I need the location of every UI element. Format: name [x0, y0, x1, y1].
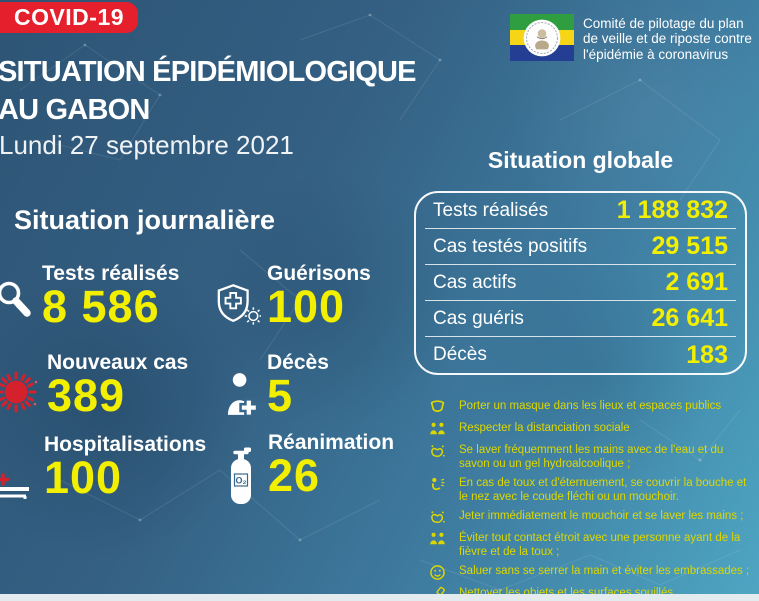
stat-value: 26 — [268, 450, 321, 501]
svg-text:O₂: O₂ — [236, 476, 247, 486]
hand-washing-icon — [431, 511, 445, 524]
stat-hospitalisations: Hospitalisations 100 — [0, 433, 207, 503]
avoid-contact-icon — [430, 532, 445, 545]
stat-guerisons: Guérisons 100 — [215, 262, 371, 332]
stat-label: Tests réalisés — [42, 262, 180, 285]
stat-label: Décès — [267, 351, 329, 374]
row-label: Décès — [433, 344, 487, 365]
shield-cross-virus-icon — [217, 284, 261, 325]
stat-deces: Décès 5 — [226, 351, 329, 421]
hospital-bed-icon — [0, 473, 29, 499]
stat-label: Hospitalisations — [44, 433, 207, 456]
global-section-heading: Situation globale — [487, 147, 674, 173]
social-distancing-icon — [430, 422, 445, 435]
table-row: Décès 183 — [425, 337, 736, 373]
stat-label: Réanimation — [268, 431, 395, 454]
list-item: Éviter tout contact étroit avec une pers… — [429, 531, 756, 559]
page-title: SITUATION ÉPIDÉMIOLOGIQUE AU GABON — [0, 53, 417, 129]
bottom-strip — [0, 594, 759, 601]
oxygen-tank-icon: O₂ — [231, 447, 251, 504]
row-value: 2 691 — [665, 268, 728, 296]
daily-section-heading: Situation journalière — [14, 205, 276, 235]
list-item: Porter un masque dans les lieux et espac… — [429, 399, 756, 416]
committee-name: Comité de pilotage du plan de veille et … — [583, 14, 752, 62]
committee-block: Comité de pilotage du plan de veille et … — [510, 14, 752, 62]
cough-elbow-icon — [432, 477, 445, 491]
committee-name-line1: Comité de pilotage du plan — [583, 16, 744, 31]
gabon-flag-logo — [510, 14, 574, 61]
advice-text: Jeter immédiatement le mouchoir et se la… — [459, 510, 744, 522]
advice-text: Éviter tout contact étroit avec une pers… — [459, 532, 741, 558]
advice-text: Se laver fréquemment les mains avec de l… — [459, 444, 724, 470]
list-item: Jeter immédiatement le mouchoir et se la… — [429, 509, 756, 526]
covid-19-badge: COVID-19 — [0, 2, 138, 33]
stat-value: 100 — [44, 452, 123, 503]
stat-value: 5 — [267, 370, 294, 421]
row-value: 29 515 — [651, 232, 728, 260]
table-row: Cas guéris 26 641 — [425, 301, 736, 337]
global-stats-table: Tests réalisés 1 188 832 Cas testés posi… — [414, 191, 747, 375]
covid-19-badge-label: COVID-19 — [13, 4, 125, 30]
stat-tests-realises: Tests réalisés 8 586 — [0, 262, 180, 332]
stat-label: Guérisons — [267, 262, 371, 285]
row-label: Tests réalisés — [433, 199, 549, 221]
stat-nouveaux-cas: Nouveaux cas 389 — [0, 351, 189, 421]
list-item: Respecter la distanciation sociale — [429, 421, 756, 438]
stat-value: 8 586 — [42, 281, 160, 332]
advice-text: Respecter la distanciation sociale — [459, 422, 630, 434]
row-label: Cas testés positifs — [433, 235, 588, 257]
magnifier-icon — [0, 281, 31, 317]
deceased-person-icon — [227, 373, 259, 416]
advice-text: Porter un masque dans les lieux et espac… — [459, 400, 722, 412]
advice-text: En cas de toux et d'éternuement, se couv… — [459, 477, 747, 503]
row-value: 183 — [686, 340, 728, 369]
virus-icon — [0, 371, 38, 413]
page-title-line1: SITUATION ÉPIDÉMIOLOGIQUE — [0, 56, 417, 88]
list-item: Saluer sans se serrer la main et éviter … — [429, 564, 756, 581]
committee-name-line3: l'épidémie à coronavirus — [583, 46, 729, 62]
mask-icon — [430, 400, 445, 412]
advice-text: Saluer sans se serrer la main et éviter … — [459, 565, 750, 577]
stat-reanimation: O₂ Réanimation 26 — [228, 431, 395, 504]
committee-name-line2: de veille et de riposte contre — [583, 31, 752, 47]
hand-washing-icon — [431, 445, 445, 458]
greeting-icon — [430, 565, 445, 580]
stat-label: Nouveaux cas — [47, 351, 189, 374]
stat-value: 389 — [47, 370, 126, 421]
table-row: Tests réalisés 1 188 832 — [425, 193, 736, 229]
stat-value: 100 — [267, 281, 346, 332]
list-item: En cas de toux et d'éternuement, se couv… — [429, 476, 756, 504]
table-row: Cas testés positifs 29 515 — [425, 229, 736, 265]
republic-seal-icon — [523, 19, 561, 57]
row-label: Cas actifs — [433, 271, 517, 293]
prevention-advice-list: Porter un masque dans les lieux et espac… — [429, 399, 756, 601]
row-label: Cas guéris — [433, 307, 524, 329]
row-value: 26 641 — [651, 304, 728, 332]
list-item: Se laver fréquemment les mains avec de l… — [429, 443, 756, 471]
table-row: Cas actifs 2 691 — [425, 265, 736, 301]
report-date: Lundi 27 septembre 2021 — [0, 130, 294, 160]
row-value: 1 188 832 — [616, 196, 728, 224]
page-title-line2: AU GABON — [0, 94, 150, 126]
